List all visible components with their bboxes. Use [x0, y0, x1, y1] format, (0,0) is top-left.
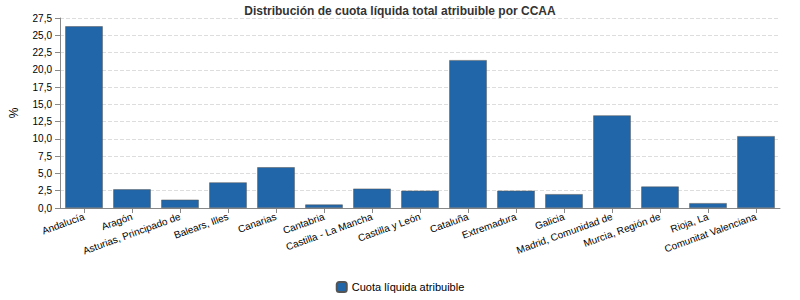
- svg-text:5,0: 5,0: [38, 168, 52, 179]
- svg-text:27,5: 27,5: [33, 13, 53, 24]
- svg-text:22,5: 22,5: [33, 47, 53, 58]
- svg-text:Cataluña: Cataluña: [428, 210, 470, 235]
- svg-text:7,5: 7,5: [38, 151, 52, 162]
- svg-text:Balears, Illes: Balears, Illes: [172, 211, 230, 241]
- svg-text:Asturias, Principado de: Asturias, Principado de: [81, 211, 182, 257]
- svg-text:%: %: [7, 107, 21, 118]
- svg-text:25,0: 25,0: [33, 30, 53, 41]
- svg-text:2,5: 2,5: [38, 185, 52, 196]
- svg-text:17,5: 17,5: [33, 82, 53, 93]
- svg-text:Canarias: Canarias: [237, 211, 278, 235]
- svg-text:10,0: 10,0: [33, 133, 53, 144]
- svg-text:Castilla y León: Castilla y León: [356, 211, 421, 244]
- svg-text:0,0: 0,0: [38, 203, 52, 214]
- svg-text:Madrid, Comunidad de: Madrid, Comunidad de: [515, 210, 614, 256]
- svg-text:15,0: 15,0: [33, 99, 53, 110]
- svg-text:Rioja, La: Rioja, La: [669, 210, 710, 235]
- svg-text:Extremadura: Extremadura: [460, 211, 518, 241]
- svg-text:20,0: 20,0: [33, 64, 53, 75]
- svg-text:Galicia: Galicia: [533, 210, 566, 232]
- svg-text:Cantabria: Cantabria: [281, 210, 326, 236]
- svg-text:12,5: 12,5: [33, 116, 53, 127]
- svg-text:Cuota líquida atribuible: Cuota líquida atribuible: [352, 281, 465, 293]
- svg-text:Aragón: Aragón: [99, 210, 134, 233]
- svg-text:Murcia, Región de: Murcia, Región de: [582, 211, 662, 249]
- svg-text:Distribución de cuota líquida: Distribución de cuota líquida total atri…: [244, 4, 556, 18]
- svg-text:Castilla - La Mancha: Castilla - La Mancha: [284, 210, 374, 253]
- svg-text:Andalucía: Andalucía: [40, 211, 86, 237]
- svg-text:Comunitat Valenciana: Comunitat Valenciana: [663, 211, 758, 255]
